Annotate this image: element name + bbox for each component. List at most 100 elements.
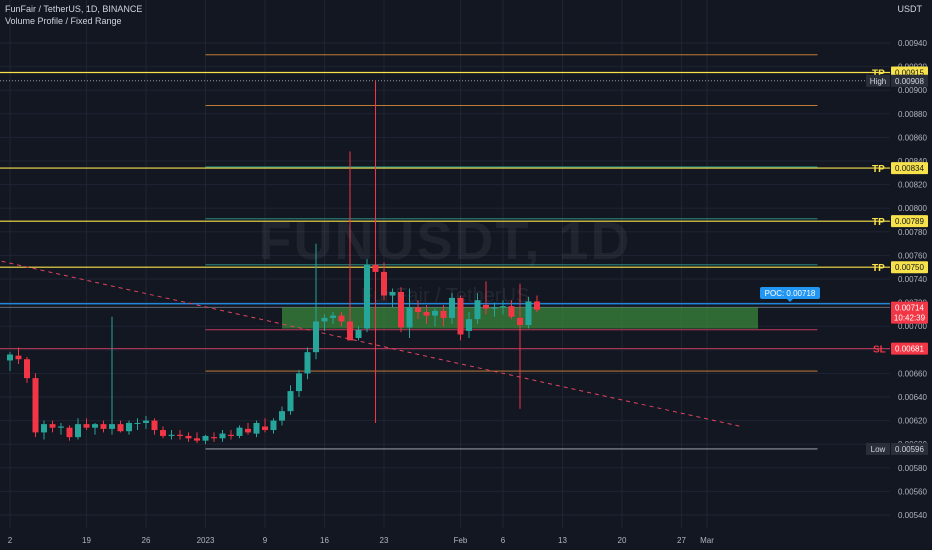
tp2-value: 0.00834 bbox=[895, 164, 924, 173]
candle-body bbox=[287, 391, 294, 412]
candle-body bbox=[41, 424, 47, 433]
candle-body bbox=[338, 315, 345, 322]
candle-body bbox=[245, 428, 251, 433]
dashed-trendline bbox=[1, 260, 742, 427]
candle-body bbox=[330, 315, 336, 318]
tp3-badge bbox=[891, 215, 928, 228]
poc-pointer bbox=[787, 298, 793, 302]
candle-body bbox=[7, 354, 13, 361]
candle-body bbox=[398, 291, 404, 328]
candle-body bbox=[24, 359, 30, 379]
candle-body bbox=[134, 422, 141, 424]
candle-body bbox=[236, 427, 243, 436]
candlestick-series bbox=[7, 80, 540, 445]
time-tick-label: 9 bbox=[263, 536, 268, 545]
last-price-value: 0.00714 bbox=[895, 304, 924, 313]
horizontal-levels bbox=[0, 54, 890, 450]
candle-body bbox=[415, 307, 421, 313]
price-tick-label: 0.00900 bbox=[898, 86, 927, 95]
candle-body bbox=[126, 422, 132, 432]
candle-body bbox=[49, 424, 56, 428]
tp1-value: 0.00915 bbox=[895, 69, 924, 78]
time-tick-label: 16 bbox=[320, 536, 329, 545]
price-tick-label: 0.00560 bbox=[898, 487, 927, 496]
price-tick-label: 0.00880 bbox=[898, 110, 927, 119]
candle-body bbox=[500, 306, 506, 308]
price-tick-label: 0.00760 bbox=[898, 251, 927, 260]
candle-body bbox=[321, 317, 328, 322]
candle-body bbox=[219, 433, 226, 439]
time-tick-label: 2023 bbox=[197, 536, 215, 545]
candle-body bbox=[466, 319, 472, 331]
bar-countdown: 10:42:39 bbox=[894, 314, 926, 323]
high-badge bbox=[891, 74, 928, 87]
tp4-value: 0.00750 bbox=[895, 263, 924, 272]
candle-body bbox=[491, 307, 498, 309]
candle-body bbox=[279, 411, 285, 421]
candle-body bbox=[185, 435, 192, 439]
time-tick-label: Feb bbox=[454, 536, 468, 545]
candle-body bbox=[117, 424, 124, 432]
candle-body bbox=[100, 424, 107, 429]
price-tick-label: 0.00860 bbox=[898, 133, 927, 142]
candle-body bbox=[151, 420, 158, 431]
candle-body bbox=[474, 300, 481, 320]
price-tick-label: 0.00940 bbox=[898, 39, 927, 48]
candle-body bbox=[262, 426, 268, 431]
candle-body bbox=[517, 317, 523, 326]
candle-body bbox=[177, 434, 183, 436]
sl-value: 0.00681 bbox=[895, 345, 924, 354]
candle-body bbox=[381, 271, 387, 296]
low-tag bbox=[866, 442, 890, 455]
time-tick-label: 2 bbox=[8, 536, 13, 545]
price-tick-label: 0.00840 bbox=[898, 157, 927, 166]
poc-label: POC: 0.00718 bbox=[765, 289, 816, 298]
candle-body bbox=[296, 373, 302, 392]
tp2-label: TP bbox=[872, 164, 885, 175]
candle-body bbox=[347, 321, 353, 341]
candle-body bbox=[457, 297, 464, 335]
price-tick-label: 0.00780 bbox=[898, 228, 927, 237]
candle-body bbox=[355, 329, 362, 338]
candle-body bbox=[66, 427, 73, 438]
indicator-title[interactable]: Volume Profile / Fixed Range bbox=[5, 16, 122, 26]
price-tick-label: 0.00620 bbox=[898, 417, 927, 426]
low-badge bbox=[891, 442, 928, 455]
tp4-label: TP bbox=[872, 263, 885, 274]
high-label: High bbox=[870, 77, 886, 86]
sl-label: SL bbox=[873, 345, 886, 356]
low-value: 0.00596 bbox=[895, 445, 924, 454]
price-tick-label: 0.00800 bbox=[898, 204, 927, 213]
candle-body bbox=[32, 378, 39, 433]
candle-body bbox=[109, 424, 115, 429]
candle-body bbox=[372, 264, 379, 272]
candle-body bbox=[525, 301, 532, 326]
candle-body bbox=[406, 307, 413, 328]
candle-body bbox=[211, 437, 217, 439]
candle-body bbox=[483, 304, 489, 309]
candle-body bbox=[270, 420, 277, 431]
symbol-title[interactable]: FunFair / TetherUS, 1D, BINANCE bbox=[5, 4, 143, 14]
tp3-value: 0.00789 bbox=[895, 217, 924, 226]
candle-body bbox=[313, 321, 319, 353]
sl-badge bbox=[891, 342, 928, 355]
price-tick-label: 0.00640 bbox=[898, 393, 927, 402]
chart-grid bbox=[0, 0, 890, 528]
low-label: Low bbox=[871, 445, 886, 454]
tp2-badge bbox=[891, 162, 928, 175]
candle-body bbox=[534, 301, 540, 310]
time-tick-label: 27 bbox=[677, 536, 686, 545]
time-tick-label: 13 bbox=[558, 536, 567, 545]
watermark-name: FunFair / TetherUS bbox=[360, 285, 530, 307]
candle-body bbox=[449, 297, 455, 318]
time-axis[interactable]: 2 19 26 2023 9 16 23 Feb 6 13 20 27 Mar bbox=[8, 536, 714, 545]
candle-body bbox=[432, 310, 438, 316]
time-tick-label: 20 bbox=[618, 536, 627, 545]
candle-body bbox=[253, 422, 260, 434]
price-tick-label: 0.00700 bbox=[898, 322, 927, 331]
candle-body bbox=[15, 355, 22, 360]
candle-body bbox=[75, 424, 81, 438]
price-tick-label: 0.00740 bbox=[898, 275, 927, 284]
